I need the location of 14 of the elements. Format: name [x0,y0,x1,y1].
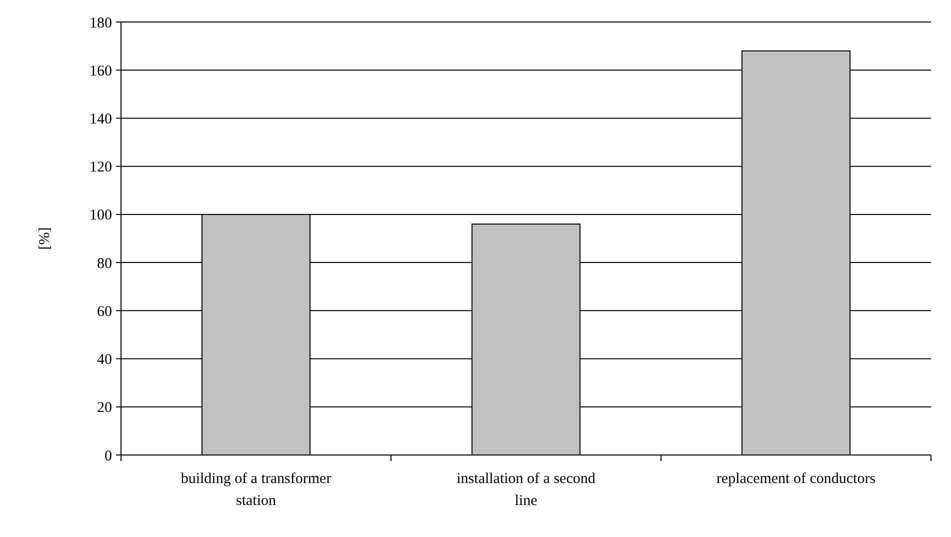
y-tick-label: 140 [90,111,112,128]
y-tick-label: 40 [97,352,112,368]
y-tick-label: 120 [90,160,112,176]
y-tick-label: 160 [90,63,112,80]
y-tick-label: 80 [97,256,112,272]
y-tick-label: 60 [97,304,112,320]
x-tick-label: installation of a second line [456,471,596,509]
y-tick-label: 180 [90,15,112,32]
x-tick-label: replacement of conductors [716,471,876,487]
y-axis-title: [%] [37,227,53,250]
y-tick-label: 100 [90,208,112,224]
x-tick-label: building of a transformer station [180,471,332,509]
y-tick-label: 0 [104,448,112,464]
y-tick-label: 20 [97,400,112,416]
